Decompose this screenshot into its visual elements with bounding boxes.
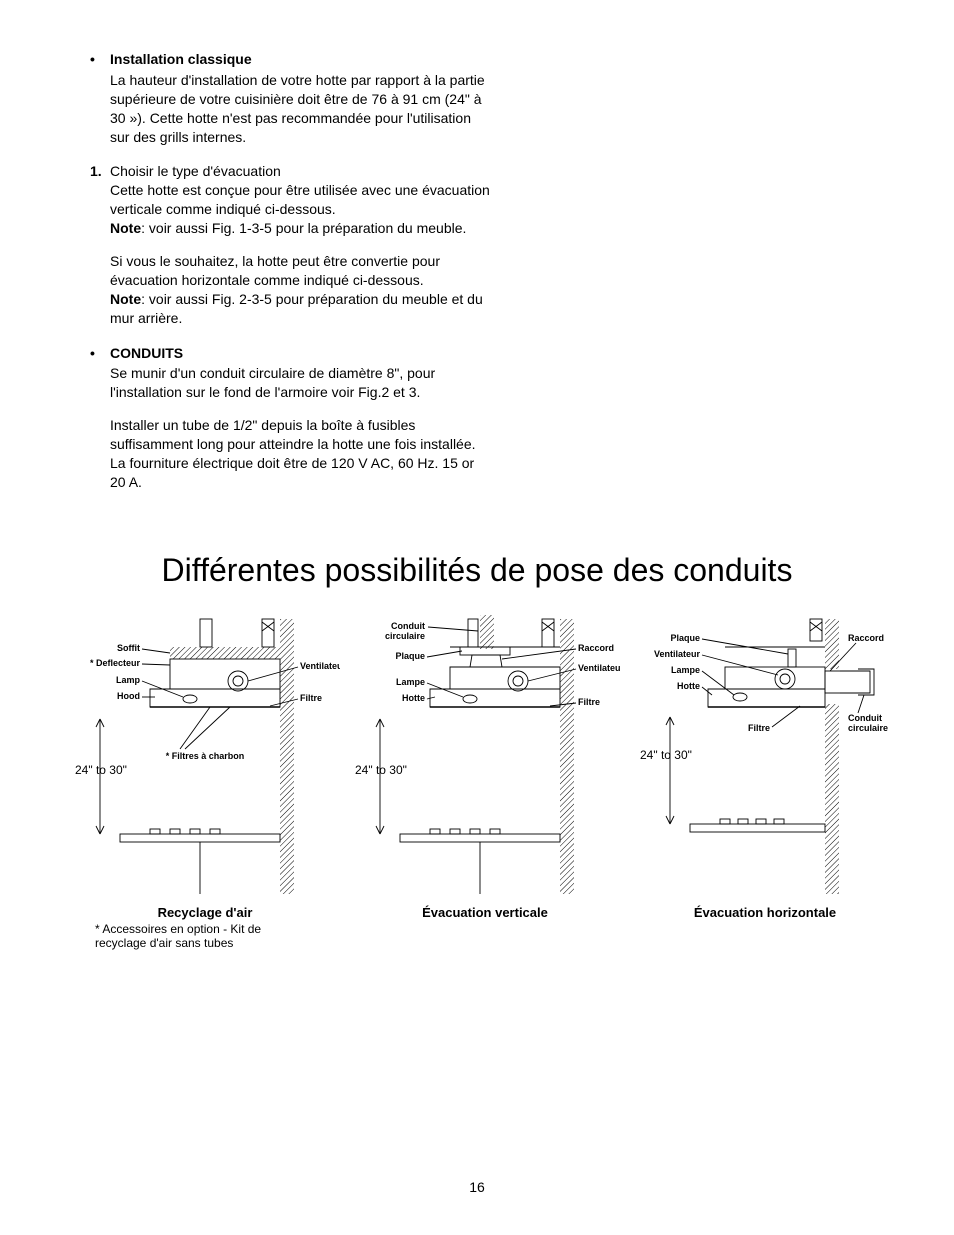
- label-raccord-d2: Raccord: [578, 643, 614, 653]
- label-filtres-charbon: * Filtres à charbon: [166, 751, 245, 761]
- diagram-verticale: Conduitcirculaire Plaque Lampe Hotte Rac…: [350, 609, 620, 920]
- p-choisir-2: Si vous le souhaitez, la hotte peut être…: [110, 252, 490, 290]
- note-2: Note: voir aussi Fig. 2-3-5 pour prépara…: [110, 290, 490, 328]
- head-choisir: Choisir le type d'évacuation: [110, 162, 281, 181]
- label-ventilateur: Ventilateur: [300, 661, 340, 671]
- caption-recyclage: Recyclage d'air: [158, 905, 253, 920]
- note-2-text: : voir aussi Fig. 2-3-5 pour préparation…: [110, 291, 483, 326]
- heading-conduits: CONDUITS: [110, 345, 183, 361]
- p-choisir-1: Cette hotte est conçue pour être utilisé…: [110, 181, 490, 219]
- note-1-text: : voir aussi Fig. 1-3-5 pour la préparat…: [141, 220, 466, 236]
- label-raccord-d3: Raccord: [848, 633, 884, 643]
- diagrams-row: Soffit * Deflecteur Lamp Hood Ventilateu…: [70, 609, 884, 950]
- label-range-d2: 24" to 30": [355, 763, 407, 777]
- subcaption-recyclage: * Accessoires en option - Kit de recycla…: [95, 922, 315, 950]
- label-hood: Hood: [117, 691, 140, 701]
- label-conduit-d3: Conduitcirculaire: [848, 713, 888, 733]
- label-range-d3: 24" to 30": [640, 748, 692, 762]
- label-lampe-d2: Lampe: [396, 677, 425, 687]
- bullet-mark: •: [90, 50, 110, 69]
- diagram-verticale-svg: Conduitcirculaire Plaque Lampe Hotte Rac…: [350, 609, 620, 899]
- label-range-d1: 24" to 30": [75, 763, 127, 777]
- note-1: Note: voir aussi Fig. 1-3-5 pour la prép…: [110, 219, 490, 238]
- label-soffit: Soffit: [117, 643, 140, 653]
- label-filtre-d3: Filtre: [748, 723, 770, 733]
- bullet-mark-2: •: [90, 344, 110, 363]
- diagram-recyclage: Soffit * Deflecteur Lamp Hood Ventilateu…: [70, 609, 340, 950]
- bullet-installation-classique: • Installation classique: [90, 50, 490, 69]
- label-lampe-d3: Lampe: [671, 665, 700, 675]
- label-lamp: Lamp: [116, 675, 141, 685]
- label-ventilateur-d2: Ventilateur: [578, 663, 620, 673]
- label-filtre-d2: Filtre: [578, 697, 600, 707]
- num-mark: 1.: [90, 162, 110, 181]
- p-conduits-1: Se munir d'un conduit circulaire de diam…: [110, 364, 490, 402]
- text-column: • Installation classique La hauteur d'in…: [90, 50, 490, 492]
- heading-installation-classique: Installation classique: [110, 51, 252, 67]
- label-ventilateur-d3: Ventilateur: [654, 649, 701, 659]
- body-installation-classique: La hauteur d'installation de votre hotte…: [110, 71, 490, 147]
- page-number: 16: [0, 1179, 954, 1195]
- diagram-horizontale-svg: Plaque Ventilateur Lampe Hotte Filtre Ra…: [630, 609, 900, 899]
- caption-horizontale: Évacuation horizontale: [694, 905, 836, 920]
- numbered-choisir: 1. Choisir le type d'évacuation: [90, 162, 490, 181]
- p-conduits-2: Installer un tube de 1/2" depuis la boît…: [110, 416, 490, 454]
- note-2-label: Note: [110, 291, 141, 307]
- p-conduits-3: La fourniture électrique doit être de 12…: [110, 454, 490, 492]
- page: • Installation classique La hauteur d'in…: [0, 0, 954, 1235]
- label-plaque-d2: Plaque: [395, 651, 425, 661]
- label-conduit-d2: Conduitcirculaire: [385, 621, 425, 641]
- label-plaque-d3: Plaque: [670, 633, 700, 643]
- note-1-label: Note: [110, 220, 141, 236]
- label-hotte-d2: Hotte: [402, 693, 425, 703]
- label-deflecteur: * Deflecteur: [90, 658, 141, 668]
- label-hotte-d3: Hotte: [677, 681, 700, 691]
- bullet-conduits: • CONDUITS: [90, 344, 490, 363]
- section-title: Différentes possibilités de pose des con…: [70, 552, 884, 589]
- label-filtre: Filtre: [300, 693, 322, 703]
- diagram-recyclage-svg: Soffit * Deflecteur Lamp Hood Ventilateu…: [70, 609, 340, 899]
- caption-verticale: Évacuation verticale: [422, 905, 548, 920]
- diagram-horizontale: Plaque Ventilateur Lampe Hotte Filtre Ra…: [630, 609, 900, 920]
